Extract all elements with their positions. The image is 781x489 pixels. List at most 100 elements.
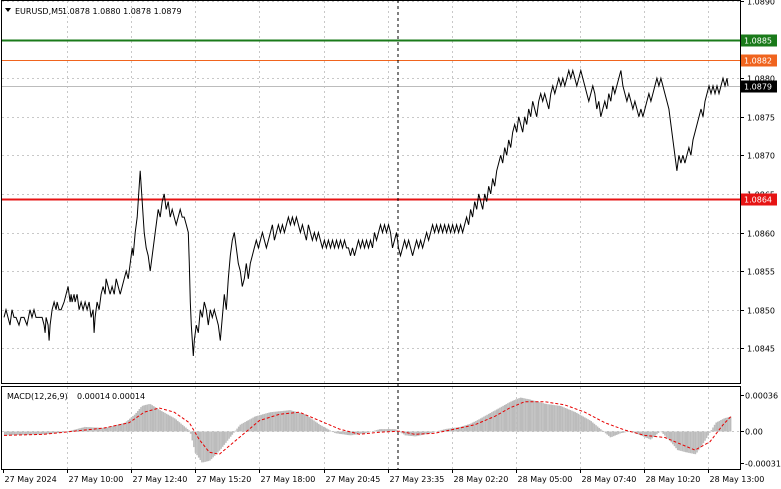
macd-bar [48, 431, 51, 434]
macd-bar [526, 398, 528, 432]
macd-bar [550, 404, 552, 432]
macd-bar [579, 414, 581, 432]
macd-bar [640, 431, 642, 436]
macd-bar [98, 427, 101, 432]
macd-bar [612, 431, 615, 437]
macd-bar [596, 426, 599, 432]
macd-bar [44, 431, 46, 435]
macd-bar [460, 426, 463, 432]
macd-bar [444, 429, 447, 432]
macd-bar [212, 431, 214, 458]
macd-bar [265, 413, 267, 432]
price-series-line[interactable] [3, 68, 729, 357]
macd-bar [26, 431, 28, 435]
macd-bar [29, 431, 32, 435]
macd-bar [580, 415, 583, 432]
macd-bar [500, 406, 503, 432]
macd-bar [129, 418, 131, 432]
x-tick-label: 28 May 02:20 [454, 475, 509, 484]
macd-bar [529, 399, 532, 432]
level-tag-bg [741, 54, 777, 67]
y-tick-label: 1.0855 [747, 268, 775, 277]
macd-bar [657, 431, 660, 433]
macd-bar [289, 410, 291, 432]
macd-bar [556, 405, 559, 432]
macd-bar [292, 411, 294, 432]
macd-bar [713, 424, 716, 432]
macd-bar [356, 431, 359, 435]
macd-bar [601, 430, 604, 432]
macd-bar [40, 431, 43, 435]
macd-bar [592, 422, 594, 432]
time-axis: 27 May 2024 27 May 10:00 27 May 12:40 27 Ma… [3, 469, 764, 484]
macd-bar [189, 431, 192, 434]
macd-bar [524, 398, 527, 432]
macd-bar [31, 431, 33, 435]
macd-bar [268, 412, 270, 432]
macd-bar [117, 424, 120, 432]
macd-bar [633, 431, 636, 433]
macd-bar [298, 412, 301, 432]
macd-bar [103, 428, 105, 432]
y-tick-label: 1.0870 [747, 152, 775, 161]
macd-bar [542, 403, 544, 432]
price-pane-frame [1, 0, 741, 384]
macd-bar [36, 431, 38, 435]
macd-bar [52, 431, 54, 434]
macd-bar [394, 429, 397, 432]
y-tick-label: 1.0850 [747, 307, 775, 316]
macd-bar [220, 431, 222, 449]
triangle-down-icon[interactable] [5, 8, 11, 12]
macd-bar [427, 431, 429, 434]
macd-bar [574, 412, 576, 432]
macd-header: MACD(12,26,9) 0.00014 0.00014 [7, 392, 145, 401]
macd-bar [181, 424, 184, 432]
macd-bar [237, 426, 240, 432]
macd-signal-value: 0.00014 [112, 392, 145, 401]
macd-bar [449, 428, 451, 432]
y-tick-label: 1.0880 [747, 75, 775, 84]
macd-bar [487, 413, 490, 432]
macd-bar [106, 427, 109, 432]
macd-bar [439, 430, 442, 432]
macd-bar [76, 429, 78, 432]
macd-bar [386, 429, 389, 432]
macd-bar [532, 400, 535, 432]
macd-bar [154, 407, 157, 432]
macd-bar [274, 411, 277, 432]
macd-bar [507, 403, 509, 432]
macd-bar [316, 422, 318, 432]
macd-bar [648, 431, 650, 439]
macd-bar [199, 431, 202, 460]
macd-bar [446, 428, 448, 432]
macd-bar [414, 431, 416, 437]
macd-bar [233, 431, 235, 433]
macd-bar [332, 431, 335, 433]
macd-bar [157, 409, 160, 432]
macd-bar [491, 412, 493, 432]
macd-bar [503, 405, 506, 432]
macd-bar [186, 429, 189, 432]
macd-bar [258, 415, 261, 432]
macd-bar [684, 431, 687, 453]
macd-bar [539, 402, 541, 432]
macd-bar [242, 422, 245, 432]
macd-bar [324, 427, 326, 432]
macd-bar [399, 431, 402, 433]
x-tick-label: 28 May 07:40 [582, 475, 637, 484]
x-tick-label: 27 May 18:00 [261, 475, 316, 484]
macd-bar [584, 417, 586, 432]
macd-bar [23, 431, 25, 435]
macd-bar [137, 411, 139, 432]
macd-bar [262, 414, 264, 432]
macd-bar [122, 423, 125, 432]
macd-bar [156, 408, 158, 432]
macd-bar [257, 415, 259, 432]
macd-bar [423, 431, 426, 435]
macd-bar [180, 423, 182, 432]
macd-bar [173, 418, 176, 432]
macd-bar [523, 398, 525, 432]
macd-bar [641, 431, 644, 437]
macd-bar [338, 431, 341, 434]
macd-bar [704, 431, 706, 441]
